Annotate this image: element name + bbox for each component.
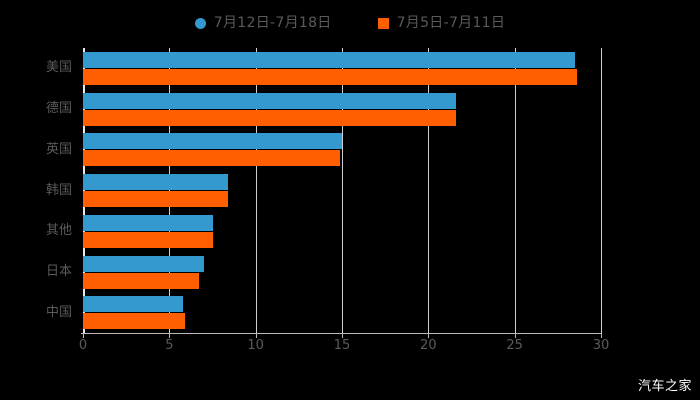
gridline-5 [169,48,171,333]
legend-entry-series-previous[interactable]: 7月5日-7月11日 [377,15,506,31]
x-axis-label-20: 20 [420,338,437,353]
bar-current[interactable] [83,214,213,231]
legend-label-series-previous: 7月5日-7月11日 [396,15,506,31]
x-axis-labels: 0 5 10 15 20 25 30 [0,338,700,358]
y-axis-label-0: 美国 [45,60,72,76]
x-axis-label-30: 30 [592,338,610,353]
x-axis-label-5: 5 [165,338,174,353]
bar-row [83,48,601,88]
gridline-25 [514,48,516,333]
bar-row [83,89,601,129]
bar-current[interactable] [83,52,576,68]
x-axis-label-10: 10 [247,338,264,353]
bar-current[interactable] [83,133,342,150]
gridline-0 [83,48,85,333]
bar-row [83,129,601,169]
gridline-30 [601,48,602,333]
bar-current[interactable] [83,174,229,191]
x-tick-mark-30 [601,333,602,338]
bar-previous[interactable] [83,272,199,289]
bar-row [83,211,601,251]
bar-previous[interactable] [83,191,229,208]
bar-previous[interactable] [83,69,577,85]
x-tick-mark-20 [428,333,430,338]
bar-row [83,252,601,292]
bar-previous[interactable] [83,313,185,330]
bar-previous[interactable] [83,231,213,248]
gridline-20 [428,48,430,333]
bar-current[interactable] [83,296,184,313]
watermark: 汽车之家 [637,379,692,394]
x-tick-mark-15 [342,333,343,338]
x-axis-label-0: 0 [78,338,88,353]
bar-current[interactable] [83,92,456,109]
x-axis-label-15: 15 [333,338,351,353]
x-axis-label-25: 25 [506,338,523,353]
bar-previous[interactable] [83,109,456,126]
y-axis-label-6: 中国 [45,304,72,320]
gridline-15 [342,48,343,333]
x-axis-line [81,333,602,334]
x-tick-mark-0 [83,333,84,338]
legend-swatch-square-icon [377,17,389,29]
bar-row [83,170,601,210]
plot-area [83,48,602,333]
y-axis-label-1: 德国 [45,101,72,117]
legend-entry-series-current[interactable]: 7月12日-7月18日 [194,15,332,31]
gridline-10 [255,48,257,333]
y-axis-label-4: 其他 [45,223,72,239]
y-axis-labels: 美国德国英国韩国其他日本中国 [0,48,72,333]
y-axis-label-2: 英国 [45,141,72,157]
legend-label-series-current: 7月12日-7月18日 [213,15,332,31]
bar-current[interactable] [83,255,204,272]
y-axis-label-3: 韩国 [45,182,72,198]
legend-swatch-circle-icon [194,17,206,29]
x-tick-mark-10 [255,333,257,338]
y-axis-label-5: 日本 [45,263,72,279]
x-tick-mark-25 [514,333,516,338]
chart-legend: 7月12日-7月18日 7月5日-7月11日 [0,10,700,36]
x-tick-mark-5 [169,333,171,338]
bar-row [83,292,601,332]
bar-previous[interactable] [83,150,341,167]
